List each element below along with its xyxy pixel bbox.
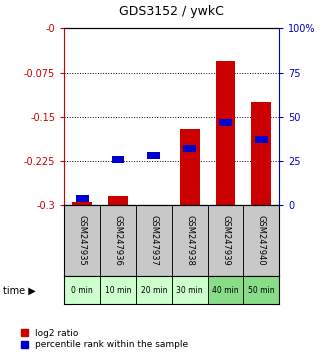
Bar: [100, 276, 136, 304]
Bar: [64, 276, 100, 304]
Text: 50 min: 50 min: [248, 286, 275, 295]
FancyBboxPatch shape: [147, 152, 160, 159]
Text: GSM247935: GSM247935: [78, 215, 87, 266]
Bar: [172, 276, 208, 304]
FancyBboxPatch shape: [183, 145, 196, 152]
Text: GSM247937: GSM247937: [149, 215, 158, 266]
Bar: [243, 276, 279, 304]
Bar: [100, 205, 136, 276]
Text: GSM247938: GSM247938: [185, 215, 194, 266]
Text: time ▶: time ▶: [3, 285, 36, 295]
Text: 30 min: 30 min: [176, 286, 203, 295]
Bar: [136, 205, 172, 276]
Bar: [64, 205, 100, 276]
Bar: [216, 61, 235, 205]
Bar: [180, 129, 200, 205]
Bar: [108, 196, 128, 205]
Text: 20 min: 20 min: [141, 286, 167, 295]
Legend: log2 ratio, percentile rank within the sample: log2 ratio, percentile rank within the s…: [21, 329, 188, 349]
Text: 40 min: 40 min: [212, 286, 239, 295]
Text: GDS3152 / ywkC: GDS3152 / ywkC: [119, 5, 224, 18]
Bar: [208, 276, 243, 304]
Bar: [251, 102, 271, 205]
Text: GSM247939: GSM247939: [221, 215, 230, 266]
FancyBboxPatch shape: [255, 136, 268, 143]
Bar: [243, 205, 279, 276]
Text: 0 min: 0 min: [71, 286, 93, 295]
Bar: [172, 205, 208, 276]
Bar: [136, 276, 172, 304]
Text: GSM247940: GSM247940: [257, 215, 266, 266]
Text: GSM247936: GSM247936: [113, 215, 123, 266]
FancyBboxPatch shape: [76, 195, 89, 202]
Bar: [208, 205, 243, 276]
Bar: [72, 202, 92, 205]
FancyBboxPatch shape: [219, 119, 232, 126]
FancyBboxPatch shape: [111, 156, 125, 163]
Text: 10 min: 10 min: [105, 286, 131, 295]
